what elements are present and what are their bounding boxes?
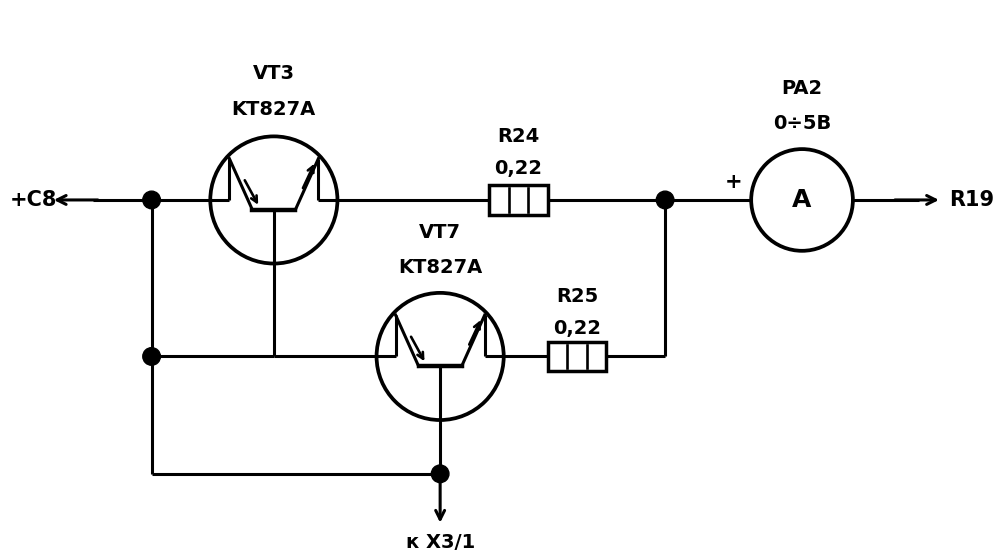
Text: PA2: PA2 [782, 79, 823, 98]
Text: R25: R25 [556, 287, 598, 306]
Text: KT827A: KT827A [398, 258, 483, 277]
Circle shape [656, 191, 674, 209]
Text: KT827A: KT827A [231, 100, 316, 119]
Circle shape [751, 149, 852, 251]
Circle shape [143, 191, 161, 209]
Text: к X3/1: к X3/1 [406, 533, 475, 552]
Text: A: A [793, 188, 812, 212]
Bar [490, 185, 547, 214]
Text: VT3: VT3 [253, 64, 295, 82]
Text: 0÷5B: 0÷5B [773, 114, 831, 133]
Text: 0,22: 0,22 [495, 160, 542, 179]
Text: R24: R24 [498, 127, 539, 146]
Text: R19: R19 [949, 190, 994, 210]
Text: 0,22: 0,22 [553, 319, 601, 338]
Circle shape [432, 465, 449, 483]
Text: +: + [725, 172, 743, 192]
Text: VT7: VT7 [419, 223, 462, 242]
Text: +C8: +C8 [10, 190, 57, 210]
Bar [547, 342, 606, 371]
Circle shape [143, 348, 161, 365]
